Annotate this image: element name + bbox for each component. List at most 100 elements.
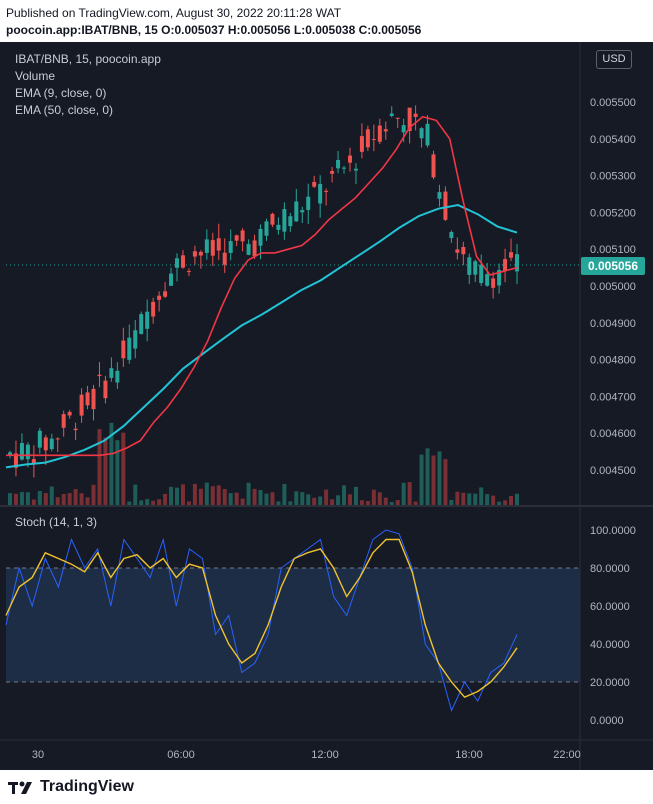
candle-body <box>115 370 120 383</box>
candle-body <box>240 230 245 242</box>
candle-body <box>282 209 287 232</box>
price-tick-label: 0.005500 <box>590 97 636 109</box>
candle-body <box>401 125 406 133</box>
volume-bar <box>377 492 382 505</box>
volume-bar <box>216 485 221 505</box>
ema9-line <box>99 115 518 457</box>
candle-body <box>79 394 84 416</box>
volume-bar <box>85 497 90 505</box>
volume-bar <box>449 499 454 505</box>
candle-body <box>127 337 132 360</box>
candle-body <box>413 113 418 117</box>
volume-bars <box>8 422 519 505</box>
candle-body <box>336 159 341 169</box>
ohlc-line: poocoin.app:IBAT/BNB, 15 O:0.005037 H:0.… <box>6 23 422 37</box>
volume-bar <box>318 496 323 505</box>
volume-bar <box>151 500 156 505</box>
currency-button[interactable]: USD <box>596 50 632 69</box>
volume-bar <box>13 493 18 505</box>
tradingview-logo[interactable]: TradingView <box>8 778 134 796</box>
candle-body <box>395 117 400 119</box>
volume-bar <box>300 492 305 505</box>
footer <box>0 770 653 804</box>
candle-body <box>473 261 478 275</box>
candle-body <box>461 246 466 255</box>
candle-body <box>509 252 514 258</box>
volume-bar <box>347 494 352 505</box>
volume-bar <box>43 493 48 505</box>
candle-body <box>407 107 412 132</box>
volume-bar <box>31 499 36 505</box>
candle-body <box>133 330 138 349</box>
volume-bar <box>37 490 42 505</box>
axes: 0.004500 0.004600 0.004700 0.004800 0.004900… <box>32 97 636 761</box>
volume-bar <box>407 482 412 505</box>
volume-bar <box>282 483 287 505</box>
volume-bar <box>103 437 108 505</box>
candle-body <box>85 392 90 406</box>
tradingview-logo-icon <box>8 781 32 794</box>
volume-bar <box>55 497 60 505</box>
volume-bar <box>204 482 209 505</box>
volume-bar <box>127 501 132 505</box>
indicator-lines <box>5 115 518 712</box>
candle-body <box>467 257 472 275</box>
volume-bar <box>169 486 174 505</box>
candle-body <box>324 190 329 192</box>
volume-bar <box>49 486 54 505</box>
candle-body <box>300 210 305 213</box>
volume-bar <box>288 501 293 505</box>
candle-body <box>103 380 108 399</box>
volume-bar <box>491 495 496 505</box>
volume-bar <box>401 482 406 505</box>
volume-bar <box>91 484 96 505</box>
stoch-k-line <box>5 529 518 712</box>
volume-bar <box>192 483 197 505</box>
volume-bar <box>246 482 251 505</box>
stoch-tick-label: 20.0000 <box>590 677 630 689</box>
volume-bar <box>497 501 502 505</box>
time-tick-label: 18:00 <box>455 749 483 761</box>
candle-body <box>97 374 102 377</box>
time-tick-label: 06:00 <box>167 749 195 761</box>
volume-bar <box>330 499 335 505</box>
volume-bar <box>324 489 329 505</box>
price-tick-label: 0.004900 <box>590 318 636 330</box>
volume-bar <box>503 500 508 505</box>
price-tick-label: 0.005100 <box>590 244 636 256</box>
ema50-line <box>5 203 518 469</box>
published-line: Published on TradingView.com, August 30,… <box>6 6 342 20</box>
volume-bar <box>198 488 203 505</box>
volume-bar <box>97 429 102 505</box>
volume-bar <box>473 493 478 505</box>
volume-bar <box>145 499 150 505</box>
volume-bar <box>276 501 281 505</box>
candle-body <box>43 437 48 451</box>
published-header: Published on TradingView.com, August 30,… <box>0 0 653 42</box>
volume-bar <box>383 497 388 505</box>
candle-body <box>55 438 60 440</box>
stoch-tick-label: 80.0000 <box>590 563 630 575</box>
candle-body <box>276 224 281 230</box>
candles <box>8 105 519 478</box>
volume-bar <box>431 455 436 505</box>
candle-body <box>246 244 251 255</box>
volume-bar <box>455 491 460 505</box>
candle-body <box>497 270 502 286</box>
candle-body <box>515 254 519 272</box>
time-tick-label: 12:00 <box>311 749 339 761</box>
candle-body <box>455 249 460 253</box>
volume-bar <box>342 485 347 505</box>
candle-body <box>222 252 227 265</box>
candle-body <box>175 258 180 268</box>
stoch-tick-label: 0.0000 <box>590 715 624 727</box>
candle-body <box>318 183 323 204</box>
volume-bar <box>252 488 257 505</box>
candle-body <box>437 192 442 199</box>
candle-body <box>258 228 263 246</box>
candle-body <box>383 129 388 132</box>
price-tick-label: 0.004500 <box>590 465 636 477</box>
candle-body <box>13 453 18 468</box>
candle-body <box>419 128 424 139</box>
